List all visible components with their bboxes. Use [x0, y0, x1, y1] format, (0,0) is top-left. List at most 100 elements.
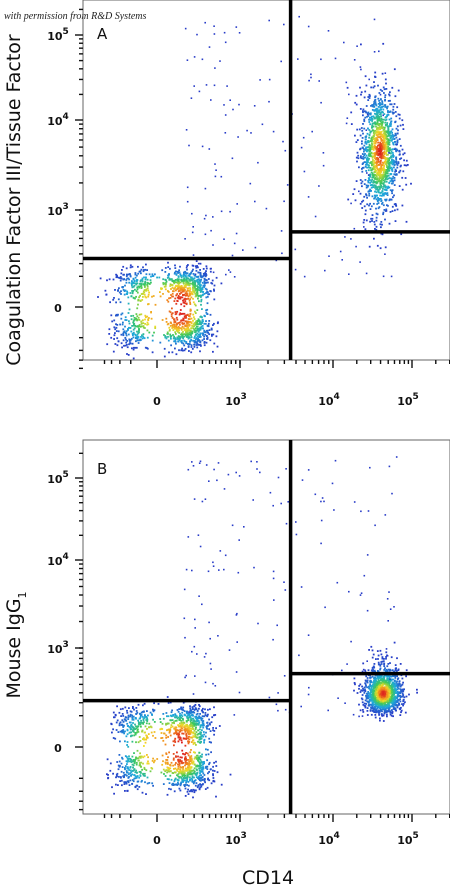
event-dot	[213, 33, 216, 35]
event-dot	[376, 118, 379, 121]
event-dot	[379, 113, 382, 116]
event-dot	[363, 161, 366, 163]
event-dot	[207, 778, 209, 781]
event-dot	[199, 289, 201, 292]
event-dot	[374, 168, 376, 171]
event-dot	[360, 68, 362, 71]
event-dot	[131, 714, 133, 717]
event-dot	[139, 299, 142, 302]
event-dot	[405, 183, 408, 186]
event-dot	[139, 721, 141, 724]
event-dot	[106, 773, 108, 776]
event-dot	[184, 348, 187, 350]
event-dot	[391, 134, 394, 137]
event-dot	[375, 113, 377, 115]
event-dot	[383, 133, 386, 135]
event-dot	[376, 121, 379, 124]
event-dot	[378, 150, 380, 153]
event-dot	[185, 303, 188, 306]
event-dot	[199, 273, 202, 276]
event-dot	[154, 327, 157, 329]
event-dot	[353, 59, 356, 61]
event-dot	[196, 723, 198, 726]
event-dot	[395, 127, 398, 130]
event-dot	[135, 295, 137, 298]
event-dot	[199, 334, 201, 336]
event-dot	[134, 760, 136, 763]
event-dot	[379, 668, 381, 671]
event-dot	[199, 728, 201, 731]
event-dot	[124, 289, 127, 292]
event-dot	[380, 164, 383, 167]
event-dot	[108, 333, 111, 335]
event-dot	[145, 289, 147, 292]
event-dot	[200, 760, 203, 763]
event-dot	[163, 347, 166, 350]
event-dot	[383, 126, 386, 129]
event-dot	[200, 769, 203, 771]
event-dot	[116, 324, 119, 326]
event-dot	[122, 321, 124, 324]
event-dot	[204, 333, 207, 336]
event-dot	[121, 269, 123, 271]
event-dot	[136, 319, 138, 322]
event-dot	[381, 106, 383, 108]
event-dot	[390, 161, 392, 164]
event-dot	[168, 731, 171, 734]
event-dot	[197, 295, 200, 298]
event-dot	[394, 141, 396, 143]
event-dot	[181, 778, 184, 781]
event-dot	[120, 333, 123, 336]
event-dot	[205, 335, 208, 337]
event-dot	[140, 279, 142, 282]
event-dot	[399, 169, 402, 172]
event-dot	[205, 296, 208, 299]
event-dot	[378, 169, 381, 172]
event-dot	[136, 711, 139, 714]
event-dot	[119, 780, 121, 782]
event-dot	[387, 174, 390, 177]
event-dot	[133, 777, 136, 780]
event-dot	[193, 316, 195, 319]
event-dot	[377, 154, 379, 157]
event-dot	[176, 784, 179, 786]
event-dot	[378, 177, 381, 180]
event-dot	[165, 722, 167, 725]
event-dot	[190, 719, 193, 721]
event-dot	[208, 771, 210, 773]
event-dot	[171, 351, 174, 354]
event-dot	[138, 771, 141, 773]
event-dot	[195, 260, 198, 262]
event-dot	[192, 286, 194, 289]
event-dot	[200, 303, 202, 306]
event-dot	[367, 127, 369, 130]
event-dot	[193, 280, 196, 282]
event-dot	[118, 754, 121, 756]
event-dot	[193, 729, 196, 732]
event-dot	[193, 780, 196, 782]
event-dot	[393, 166, 395, 169]
event-dot	[178, 281, 181, 284]
event-dot	[196, 281, 199, 283]
event-dot	[202, 731, 205, 733]
event-dot	[213, 770, 216, 772]
event-dot	[214, 175, 217, 178]
event-dot	[348, 273, 350, 275]
event-dot	[206, 308, 209, 311]
event-dot	[128, 273, 131, 275]
event-dot	[392, 708, 395, 710]
event-dot	[416, 688, 418, 691]
event-dot	[130, 337, 133, 340]
event-dot	[185, 737, 187, 740]
event-dot	[164, 267, 167, 269]
event-dot	[384, 253, 386, 255]
event-dot	[202, 334, 204, 336]
event-dot	[237, 136, 239, 138]
event-dot	[169, 267, 171, 270]
event-dot	[122, 289, 125, 291]
event-dot	[162, 739, 165, 742]
event-dot	[188, 318, 191, 321]
event-dot	[391, 675, 394, 677]
event-dot	[139, 763, 141, 766]
event-dot	[359, 261, 361, 263]
